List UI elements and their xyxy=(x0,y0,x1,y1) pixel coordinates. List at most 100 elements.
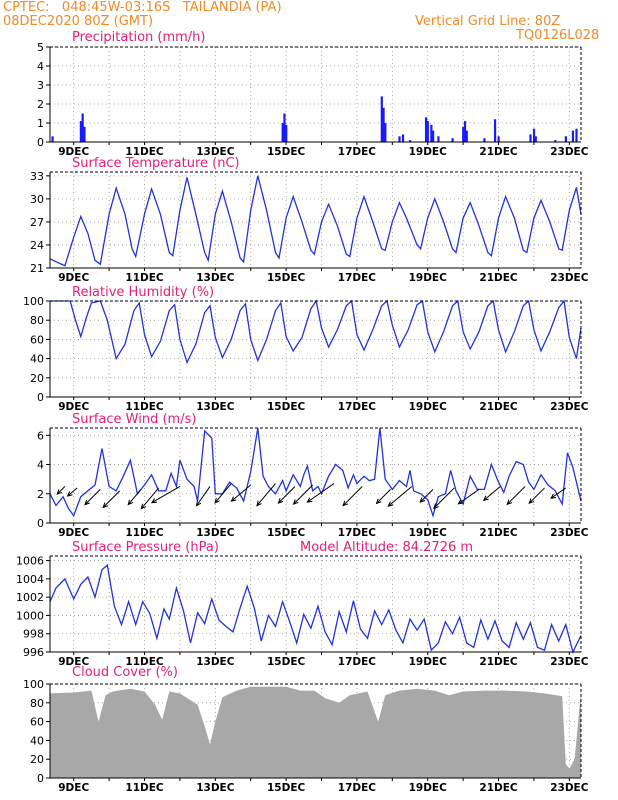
pres-y-tick-label: 996 xyxy=(23,646,44,659)
wind-arrow-head xyxy=(342,500,349,507)
wind-arrow-head xyxy=(375,498,382,505)
rh-y-tick-label: 20 xyxy=(30,372,44,385)
precip-bar xyxy=(554,140,557,142)
wind-arrow-head xyxy=(550,493,557,499)
wind-arrow xyxy=(506,486,526,505)
wind-arrow-head xyxy=(528,498,535,505)
wind-arrow xyxy=(256,483,276,506)
temp-y-tick-label: 27 xyxy=(30,216,44,229)
temp-x-tick-label: 17DEC xyxy=(338,272,377,284)
wind-arrow-head xyxy=(214,497,220,504)
pres-title: Surface Pressure (hPa) xyxy=(72,540,219,555)
wind-arrow xyxy=(214,483,232,504)
temp-y-tick-label: 21 xyxy=(30,262,44,275)
wind-arrow xyxy=(307,483,335,503)
precip-x-tick-label: 19DEC xyxy=(409,146,448,158)
wind-arrow xyxy=(433,487,455,509)
temp-line xyxy=(49,175,582,267)
precip-bar xyxy=(451,138,454,142)
cloud-title: Cloud Cover (%) xyxy=(72,665,178,680)
pres-y-tick-label: 1002 xyxy=(16,591,44,604)
wind-arrow xyxy=(84,489,101,506)
precip-y-tick-label: 0 xyxy=(37,136,44,149)
rh-x-tick-label: 21DEC xyxy=(479,401,518,413)
pres-x-tick-label: 11DEC xyxy=(125,656,164,668)
wind-arrow xyxy=(140,487,160,509)
precip-bar xyxy=(493,119,497,142)
precip-bar xyxy=(424,117,428,142)
temp-x-tick-label: 23DEC xyxy=(550,272,589,284)
wind-arrow-head xyxy=(150,498,157,504)
wind-arrow xyxy=(550,487,567,499)
temp-title: Surface Temperature (nC) xyxy=(72,156,240,171)
header-grid-label: Vertical Grid Line: 80Z xyxy=(415,14,561,29)
precip-bar xyxy=(483,138,486,142)
precip-x-tick-label: 11DEC xyxy=(125,146,164,158)
precip-bar xyxy=(79,121,82,142)
model-altitude: Model Altitude: 84.2726 m xyxy=(300,540,474,555)
cloud-y-tick-label: 20 xyxy=(30,753,44,766)
wind-x-tick-label: 15DEC xyxy=(267,527,306,539)
cloud-x-tick-label: 23DEC xyxy=(550,782,589,794)
temp-x-tick-label: 19DEC xyxy=(409,272,448,284)
precip-bar xyxy=(285,124,288,142)
temp-x-tick-label: 21DEC xyxy=(479,272,518,284)
precip-bar xyxy=(409,140,412,142)
pres-x-tick-label: 13DEC xyxy=(196,656,235,668)
rh-y-tick-label: 80 xyxy=(30,314,44,327)
rh-y-tick-label: 100 xyxy=(23,295,44,308)
wind-arrow xyxy=(102,490,121,508)
precip-bar xyxy=(463,121,467,142)
rh-x-tick-label: 9DEC xyxy=(58,401,89,413)
wind-arrow xyxy=(151,486,181,504)
pres-y-tick-label: 1000 xyxy=(16,609,44,622)
precip-bar xyxy=(81,113,84,142)
precip-x-tick-label: 15DEC xyxy=(267,146,306,158)
cloud-x-tick-label: 15DEC xyxy=(267,782,306,794)
precip-x-tick-label: 17DEC xyxy=(338,146,377,158)
precip-bar xyxy=(380,96,383,142)
cloud-x-tick-label: 19DEC xyxy=(409,782,448,794)
cloud-y-tick-label: 0 xyxy=(37,772,44,785)
precip-bar xyxy=(51,136,54,142)
temp-y-tick-label: 33 xyxy=(30,170,44,183)
rh-x-tick-label: 13DEC xyxy=(196,401,235,413)
wind-arrow xyxy=(293,484,314,505)
wind-arrow-head xyxy=(56,489,63,495)
wind-arrow-head xyxy=(306,497,313,503)
precip-bar xyxy=(534,136,537,142)
temp-x-tick-label: 11DEC xyxy=(125,272,164,284)
header-date: 08DEC2020 80Z (GMT) xyxy=(3,14,154,29)
temp-x-tick-label: 13DEC xyxy=(196,272,235,284)
precip-bar xyxy=(497,136,500,142)
wind-arrow-head xyxy=(66,491,73,497)
pres-y-tick-label: 998 xyxy=(23,628,44,641)
header-code: TQ0126L028 xyxy=(516,28,600,43)
wind-arrow-head xyxy=(195,500,202,507)
precip-bar xyxy=(281,123,284,142)
wind-arrow-head xyxy=(506,499,513,506)
cloud-x-tick-label: 11DEC xyxy=(125,782,164,794)
rh-y-tick-label: 60 xyxy=(30,333,44,346)
wind-arrow-head xyxy=(102,502,109,509)
precip-bar xyxy=(437,136,440,142)
precip-bar xyxy=(401,134,405,142)
wind-title: Surface Wind (m/s) xyxy=(72,412,197,427)
wind-x-tick-label: 21DEC xyxy=(479,527,518,539)
cloud-x-tick-label: 13DEC xyxy=(196,782,235,794)
wind-arrow xyxy=(388,486,413,507)
precip-x-tick-label: 9DEC xyxy=(58,146,89,158)
pres-x-tick-label: 19DEC xyxy=(409,656,448,668)
precip-bar xyxy=(384,123,387,142)
pres-line xyxy=(49,563,582,654)
wind-arrow-head xyxy=(277,498,284,504)
pres-y-tick-label: 1006 xyxy=(16,555,44,568)
precip-y-tick-label: 5 xyxy=(37,41,44,54)
wind-arrow-head xyxy=(387,501,394,507)
precip-y-tick-label: 2 xyxy=(37,98,44,111)
wind-x-tick-label: 13DEC xyxy=(196,527,235,539)
wind-arrow xyxy=(56,486,66,495)
rh-y-tick-label: 0 xyxy=(37,391,44,404)
wind-x-tick-label: 19DEC xyxy=(409,527,448,539)
